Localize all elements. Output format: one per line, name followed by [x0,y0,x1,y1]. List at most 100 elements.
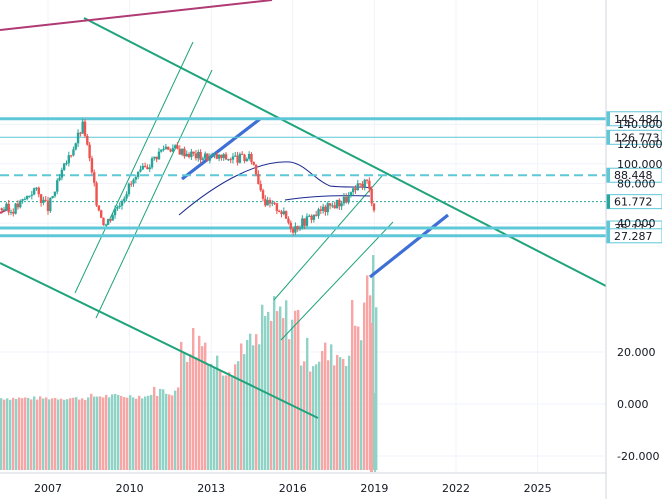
candle-body [358,183,362,185]
candle-body [301,218,304,229]
candle-body [67,155,71,164]
candle-body [32,188,36,195]
candle-body [243,154,246,162]
candle-body [261,190,265,199]
histogram-bar [150,394,153,470]
histogram-bar [66,399,69,470]
histogram-bar [372,255,375,470]
histogram-bar [261,304,264,470]
x-tick-label: 2022 [442,482,470,495]
candle-body [280,211,283,215]
candle-body [93,172,96,183]
candle-body [183,148,186,157]
candle-body [123,198,126,202]
candle-body [2,209,6,211]
candle-body [157,151,161,160]
candle-body [83,121,87,136]
histogram-bar [210,363,213,470]
candle-body [9,211,13,213]
candle-body [278,210,281,212]
histogram-bar [183,351,186,470]
candle-body [254,164,258,175]
candle-body [58,177,61,181]
histogram-bar [102,397,105,470]
histogram-bar [138,395,141,470]
candle-body [171,148,175,152]
candle-body [319,209,323,211]
histogram-bar [243,354,246,470]
candle-body [287,218,290,223]
candle-body [164,146,168,149]
price-tag-marker [607,111,610,126]
candle-body [5,203,8,210]
histogram-bar [39,396,42,470]
candle-body [199,151,202,160]
candle-body [213,154,216,156]
histogram-bar [327,360,330,470]
x-tick-label: 2019 [360,482,388,495]
candle-body [173,145,177,149]
histogram-bar [234,364,237,470]
candle-body [160,149,163,152]
histogram-bar [276,311,279,470]
rising-channel-2b [280,221,394,341]
rising-channel-1b [95,69,213,319]
candle-body [234,155,237,157]
candle-body [150,158,154,168]
candle-body [210,155,214,157]
candle-body [16,203,20,208]
candle-body [321,206,325,211]
candle-body [294,226,297,233]
candle-body [76,132,80,144]
histogram-bar [195,357,198,470]
histogram-bar [63,399,66,470]
candle-body [143,165,147,168]
histogram-bar [114,393,117,470]
candle-body [23,198,27,200]
histogram-bar [84,399,87,470]
candle-body [141,165,144,170]
candle-body [167,146,170,150]
histogram-bar [291,319,294,470]
candle-body [324,206,327,213]
y-axis: 140.000 120.000 100.000 80.000 40.000 20.000 0… [617,118,662,463]
candle-body [79,132,82,134]
y-tick-label: 120.000 [617,138,662,151]
price-tag-marker [607,228,610,243]
histogram-bar [126,397,129,470]
histogram-bar [174,390,177,470]
histogram-bar [99,396,102,470]
candle-body [363,179,366,188]
candle-body [28,195,31,197]
y-tick-label: 40.000 [617,217,656,230]
candle-body [35,187,38,189]
price-tag-marker [607,221,610,236]
candle-body [194,153,198,159]
moving-average-fast [284,195,371,201]
candle-body [44,199,47,201]
price-tag-label: 61.772 [614,196,653,209]
histogram-bar [141,398,144,470]
histogram-bar [42,398,45,470]
candle-body [106,219,110,225]
candle-body [340,203,343,207]
candle-body [169,149,172,152]
histogram-bar [282,318,285,470]
histogram-bar [156,395,159,470]
candle-body [222,154,225,158]
histogram-bar [273,296,276,470]
candle-body [46,200,50,212]
candle-body [356,183,360,191]
candle-body [298,228,302,230]
histogram-bar [246,339,249,470]
candle-body [326,203,329,213]
candle-body [104,224,107,226]
histogram-bar [69,398,72,470]
histogram-bar [135,398,138,470]
candle-body [69,155,73,157]
candle-body [88,144,91,159]
histogram-bar [9,399,12,470]
histogram-bar [357,326,360,470]
